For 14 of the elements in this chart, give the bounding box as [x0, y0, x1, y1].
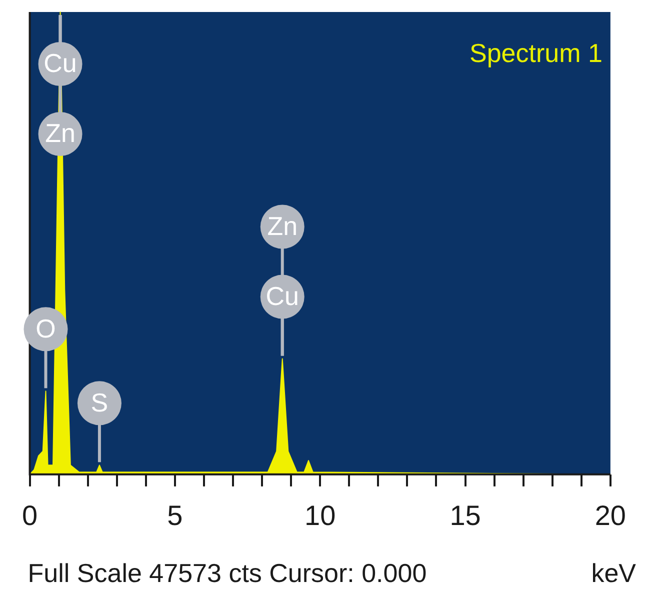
text: Full Scale 47573 cts Cursor: 0.000	[28, 558, 427, 588]
x-tick-label: 10	[304, 500, 336, 531]
x-tick-label: 20	[594, 500, 626, 531]
annotation: S	[90, 387, 108, 418]
annotation: O	[36, 313, 56, 344]
text: Spectrum 1	[469, 38, 602, 68]
x-axis-title: keV	[591, 558, 637, 588]
x-tick-label: 5	[167, 500, 183, 531]
annotation: Cu	[266, 280, 299, 311]
x-tick-label: 15	[450, 500, 481, 531]
annotation: Zn	[45, 118, 76, 148]
annotation: Zn	[267, 210, 298, 241]
annotation: Cu	[44, 48, 77, 78]
x-tick-label: 0	[22, 500, 38, 531]
